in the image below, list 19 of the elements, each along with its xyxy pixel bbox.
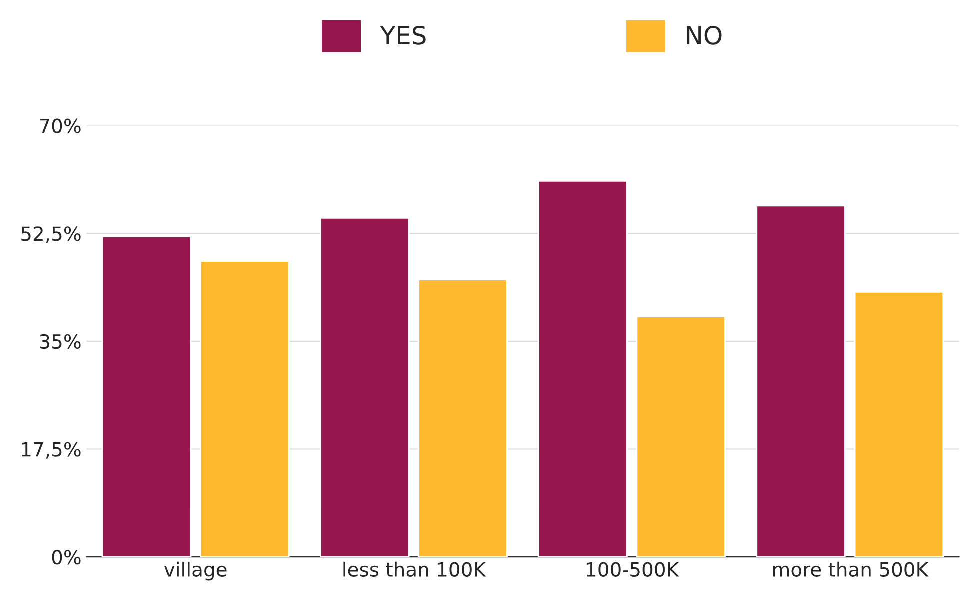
bar xyxy=(636,316,726,558)
bar xyxy=(200,260,290,558)
bar xyxy=(102,236,192,558)
x-tick-label: less than 100K xyxy=(344,562,486,577)
bar xyxy=(320,218,410,558)
y-tick-label: 0% xyxy=(52,550,81,565)
x-tick-label: village xyxy=(164,562,227,581)
bar xyxy=(756,205,846,558)
y-tick-label: 17,5% xyxy=(22,442,81,459)
legend-label: NO xyxy=(687,26,722,45)
bar xyxy=(854,291,944,558)
y-tick-label: 52,5% xyxy=(22,226,81,244)
x-tick-label: 100-500K xyxy=(587,562,680,577)
y-tick-label: 70% xyxy=(40,118,81,134)
bar xyxy=(538,180,628,558)
y-tick-label: 35% xyxy=(40,334,81,350)
bar xyxy=(418,279,508,558)
legend-label: YES xyxy=(380,26,426,45)
x-tick-label: more than 500K xyxy=(774,562,929,577)
